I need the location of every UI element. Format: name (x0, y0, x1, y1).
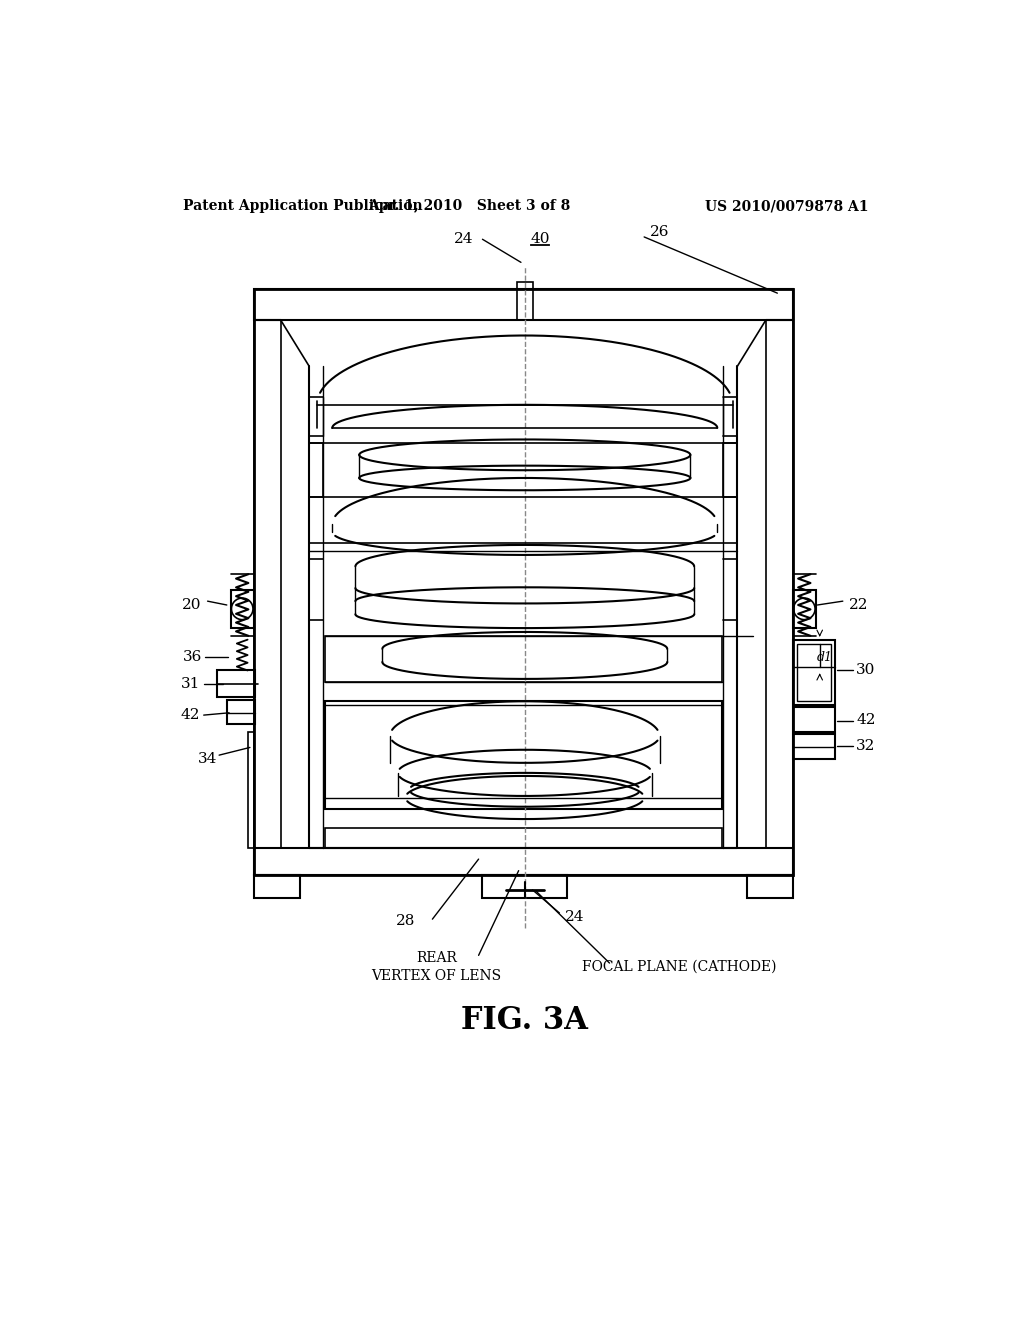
Text: 30: 30 (856, 664, 876, 677)
Bar (517, 281, 532, 321)
Text: Apr. 1, 2010   Sheet 3 of 8: Apr. 1, 2010 Sheet 3 of 8 (369, 199, 570, 213)
Text: 22: 22 (849, 598, 868, 612)
Text: FOCAL PLANE (CATHODE): FOCAL PLANE (CATHODE) (582, 960, 776, 974)
Text: 28: 28 (395, 913, 415, 928)
Text: 40: 40 (530, 232, 550, 247)
Bar (746, 874, 793, 898)
Bar (482, 874, 567, 898)
Text: Patent Application Publication: Patent Application Publication (183, 199, 423, 213)
Bar (797, 644, 831, 701)
Text: 34: 34 (198, 752, 217, 766)
Text: d1: d1 (817, 651, 834, 664)
Bar (248, 733, 254, 847)
Bar (766, 321, 793, 847)
Bar (254, 289, 793, 875)
Text: 24: 24 (454, 232, 473, 247)
Bar (254, 289, 793, 321)
Text: US 2010/0079878 A1: US 2010/0079878 A1 (705, 199, 868, 213)
Text: 36: 36 (182, 649, 202, 664)
Bar (226, 700, 255, 725)
Text: 24: 24 (565, 909, 585, 924)
Bar (254, 321, 281, 847)
Bar (325, 636, 722, 682)
Text: REAR
VERTEX OF LENS: REAR VERTEX OF LENS (371, 950, 502, 983)
Text: 32: 32 (856, 739, 876, 752)
Bar (309, 444, 323, 498)
Bar (325, 701, 722, 809)
Bar (325, 829, 722, 847)
Bar (793, 590, 816, 628)
Text: 26: 26 (650, 224, 670, 239)
Bar (217, 671, 255, 697)
Text: 42: 42 (181, 708, 201, 722)
Bar (254, 847, 793, 875)
Text: 31: 31 (181, 677, 201, 692)
Text: 42: 42 (856, 714, 876, 727)
Bar (793, 734, 836, 759)
Bar (793, 640, 836, 705)
Text: FIG. 3A: FIG. 3A (462, 1006, 588, 1036)
Bar (793, 708, 836, 733)
Text: 20: 20 (182, 598, 202, 612)
Bar (724, 444, 737, 498)
Bar (254, 874, 300, 898)
Bar (230, 590, 254, 628)
